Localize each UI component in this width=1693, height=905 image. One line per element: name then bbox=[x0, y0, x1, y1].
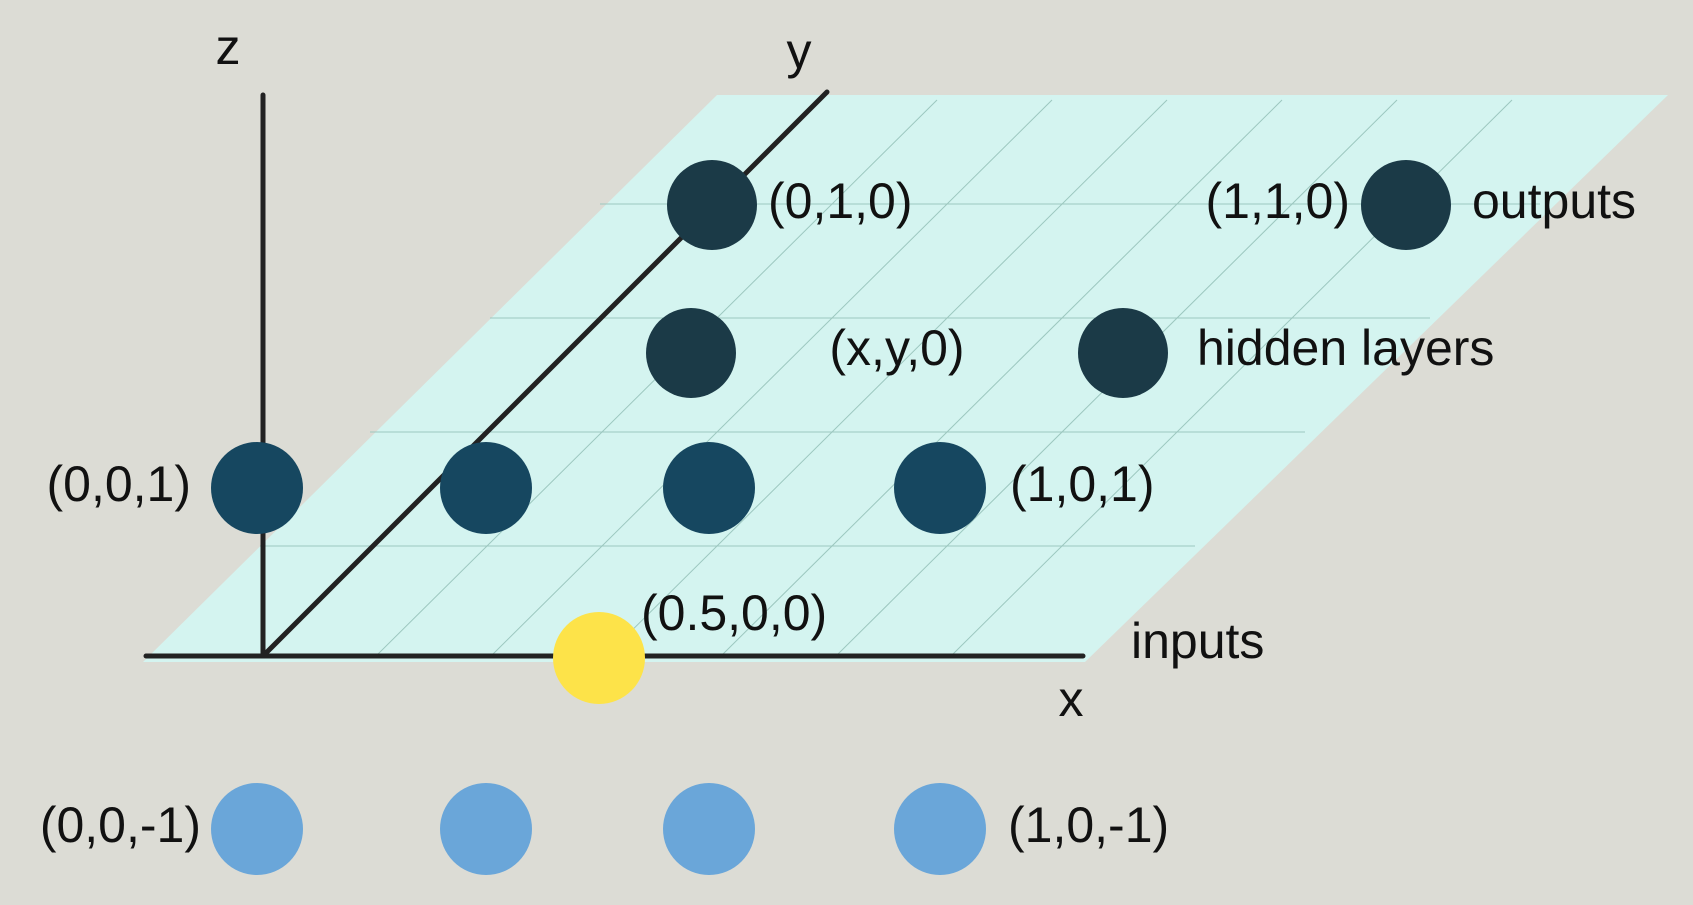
hidden-node-left bbox=[646, 308, 736, 398]
input-node-label: (0.5,0,0) bbox=[641, 585, 827, 641]
lower-node bbox=[211, 783, 303, 875]
output-node-left-label: (0,1,0) bbox=[768, 173, 913, 229]
x-axis-label: x bbox=[1059, 671, 1084, 727]
xy-plane bbox=[143, 95, 1668, 662]
upper-node bbox=[894, 442, 986, 534]
inputs-layer-label: inputs bbox=[1131, 613, 1264, 669]
input-node bbox=[553, 612, 645, 704]
lower-row-right-label: (1,0,-1) bbox=[1008, 797, 1169, 853]
upper-node bbox=[211, 442, 303, 534]
upper-row-right-label: (1,0,1) bbox=[1010, 456, 1155, 512]
outputs-layer-label: outputs bbox=[1472, 173, 1636, 229]
grid-diagonal-line bbox=[489, 99, 1053, 658]
hidden-layers-label: hidden layers bbox=[1197, 320, 1494, 376]
lower-row-left-label: (0,0,-1) bbox=[40, 797, 201, 853]
grid-diagonal-line bbox=[604, 99, 1168, 658]
output-node-right bbox=[1361, 160, 1451, 250]
lower-node bbox=[894, 783, 986, 875]
upper-row-left-label: (0,0,1) bbox=[46, 456, 191, 512]
lower-node bbox=[440, 783, 532, 875]
upper-node bbox=[440, 442, 532, 534]
grid-diagonal-line bbox=[719, 99, 1283, 658]
upper-node bbox=[663, 442, 755, 534]
hidden-node-right bbox=[1078, 308, 1168, 398]
lower-node bbox=[663, 783, 755, 875]
y-axis-label: y bbox=[787, 23, 812, 79]
output-node-left bbox=[667, 160, 757, 250]
hidden-node-center-label: (x,y,0) bbox=[829, 320, 964, 376]
output-node-right-label: (1,1,0) bbox=[1205, 173, 1350, 229]
z-axis-label: z bbox=[216, 19, 241, 75]
